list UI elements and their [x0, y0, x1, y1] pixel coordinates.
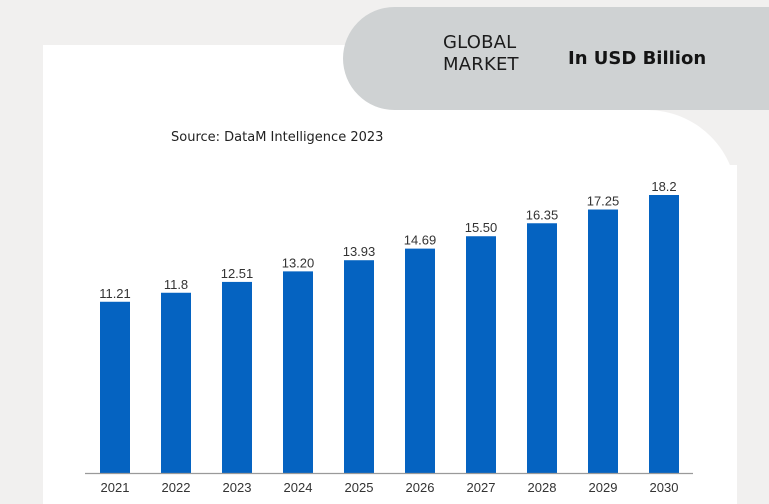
x-tick-labels: 2021 2022 2023 2024 2025 2026 2027 2028 2029 2030 [101, 480, 679, 495]
bar-2025 [344, 260, 374, 473]
bar-value-label-2023: 12.51 [221, 266, 254, 281]
bar-value-label-2021: 11.21 [99, 286, 131, 301]
x-tick-label-2025: 2025 [345, 480, 374, 495]
x-tick-label-2023: 2023 [223, 480, 252, 495]
bar-value-label-2030: 18.2 [651, 179, 676, 194]
bar-value-label-2029: 17.25 [587, 194, 620, 209]
market-title-line1: GLOBAL [443, 32, 517, 53]
bar-value-labels: 11.21 11.8 12.51 13.20 13.93 14.69 15.50 16.35 1… [99, 179, 676, 301]
bar-2027 [466, 236, 496, 473]
bar-2026 [405, 248, 435, 473]
bar-2022 [161, 292, 191, 473]
bar-value-label-2022: 11.8 [164, 277, 188, 292]
bar-2030 [649, 195, 679, 473]
bars-group [100, 195, 679, 473]
bar-2029 [588, 209, 618, 473]
bar-2023 [222, 281, 252, 473]
bar-2021 [100, 301, 130, 473]
x-tick-label-2028: 2028 [528, 480, 557, 495]
x-tick-label-2030: 2030 [650, 480, 679, 495]
header-banner [343, 7, 769, 110]
bar-value-label-2024: 13.20 [282, 255, 315, 270]
x-tick-label-2021: 2021 [101, 480, 130, 495]
bar-value-label-2025: 13.93 [343, 244, 376, 259]
market-title: GLOBAL MARKET [443, 32, 553, 76]
market-title-line2: MARKET [443, 54, 519, 75]
bar-2024 [283, 271, 313, 473]
x-tick-label-2026: 2026 [406, 480, 435, 495]
x-tick-label-2029: 2029 [589, 480, 618, 495]
x-tick-label-2027: 2027 [467, 480, 496, 495]
x-tick-label-2022: 2022 [162, 480, 191, 495]
source-note: Source: DataM Intelligence 2023 [171, 130, 384, 145]
bar-2028 [527, 223, 557, 473]
unit-label: In USD Billion [568, 48, 707, 69]
bar-value-label-2026: 14.69 [404, 233, 437, 248]
bar-value-label-2028: 16.35 [526, 207, 559, 222]
x-tick-label-2024: 2024 [284, 480, 313, 495]
bar-value-label-2027: 15.50 [465, 220, 498, 235]
